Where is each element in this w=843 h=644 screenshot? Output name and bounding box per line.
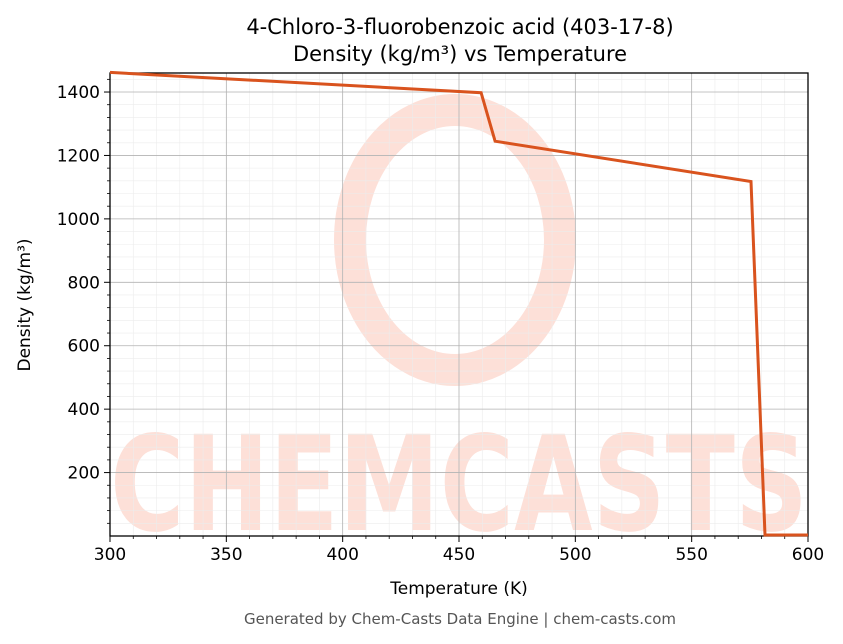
y-tick-label: 1400 xyxy=(57,83,100,103)
x-axis-label: Temperature (K) xyxy=(389,579,528,599)
chart-subtitle: Density (kg/m³) vs Temperature xyxy=(293,42,627,66)
density-series-line xyxy=(109,70,808,537)
x-tick-label: 500 xyxy=(559,545,591,565)
x-tick-label: 400 xyxy=(326,545,358,565)
axis-ticks: 300 350 400 450 500 550 600 200 400 600 800 1000 120… xyxy=(57,78,824,565)
y-tick-label: 400 xyxy=(68,400,100,420)
x-tick-label: 550 xyxy=(675,545,707,565)
y-tick-label: 800 xyxy=(68,273,100,293)
x-tick-label: 450 xyxy=(443,545,475,565)
y-tick-label: 200 xyxy=(68,464,100,484)
footer-credit: Generated by Chem-Casts Data Engine | ch… xyxy=(244,610,676,628)
y-axis-label: Density (kg/m³) xyxy=(15,238,35,371)
x-tick-label: 600 xyxy=(792,545,824,565)
series-layer xyxy=(109,70,808,537)
y-tick-label: 1000 xyxy=(57,210,100,230)
x-tick-label: 350 xyxy=(210,545,242,565)
x-tick-label: 300 xyxy=(94,545,126,565)
y-tick-label: 600 xyxy=(68,337,100,357)
chart-title: 4-Chloro-3-fluorobenzoic acid (403-17-8) xyxy=(246,15,673,39)
y-tick-label: 1200 xyxy=(57,146,100,166)
watermark-logo-ring xyxy=(334,94,576,386)
